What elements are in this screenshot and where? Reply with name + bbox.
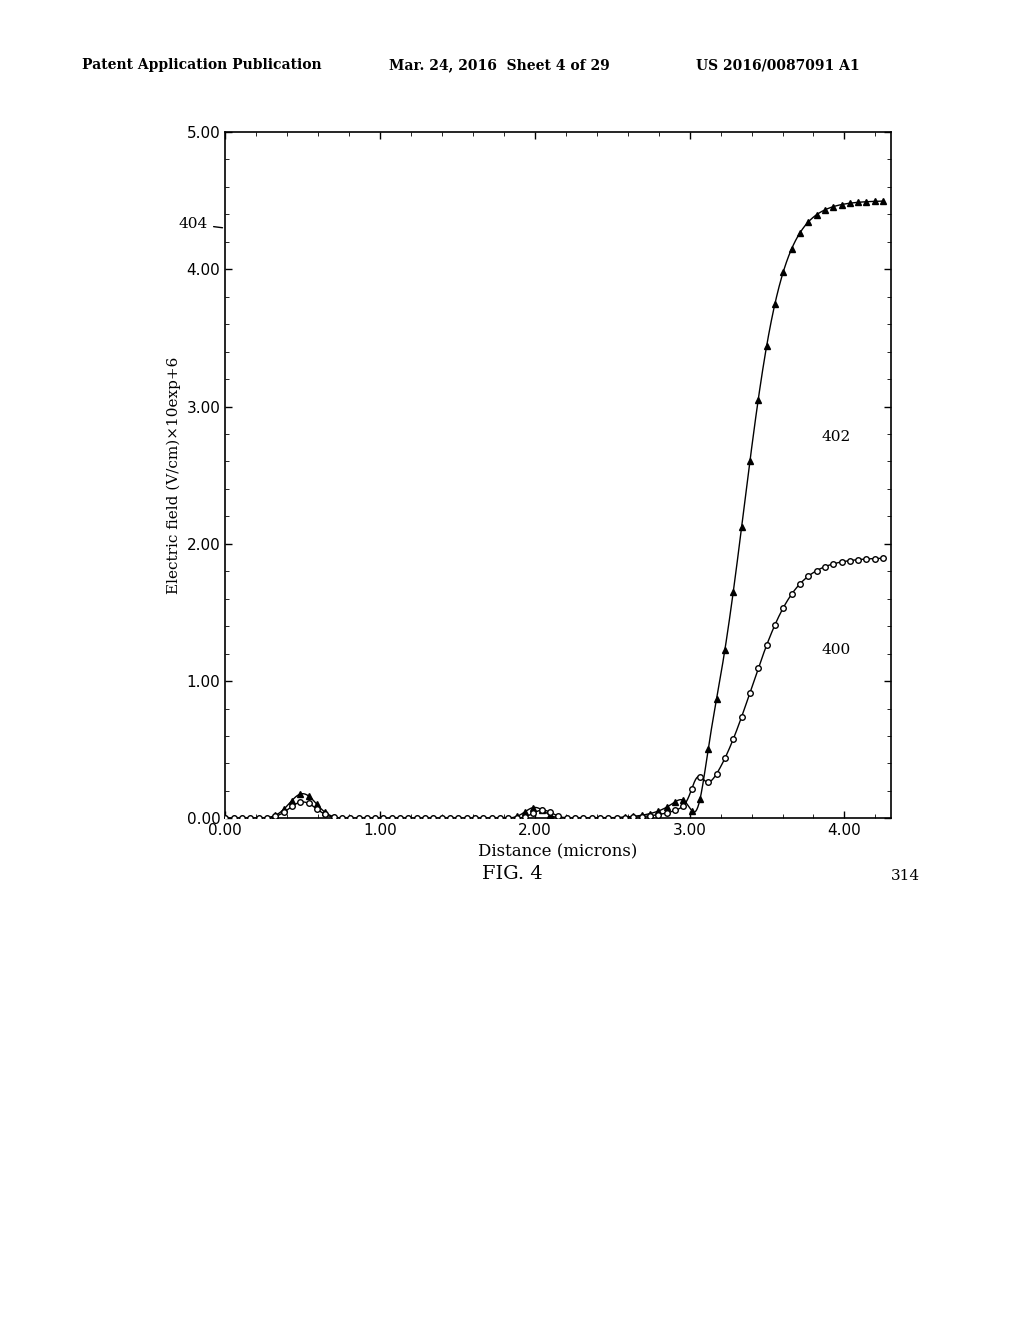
Text: Patent Application Publication: Patent Application Publication [82, 58, 322, 73]
Text: Mar. 24, 2016  Sheet 4 of 29: Mar. 24, 2016 Sheet 4 of 29 [389, 58, 610, 73]
Y-axis label: Electric field (V/cm)×10exp+6: Electric field (V/cm)×10exp+6 [167, 356, 181, 594]
Text: FIG. 4: FIG. 4 [481, 865, 543, 883]
X-axis label: Distance (microns): Distance (microns) [478, 843, 638, 861]
Text: 404: 404 [179, 216, 222, 231]
Text: 402: 402 [821, 430, 851, 444]
Text: 400: 400 [821, 643, 851, 656]
Text: US 2016/0087091 A1: US 2016/0087091 A1 [696, 58, 860, 73]
Text: 314: 314 [891, 869, 920, 883]
